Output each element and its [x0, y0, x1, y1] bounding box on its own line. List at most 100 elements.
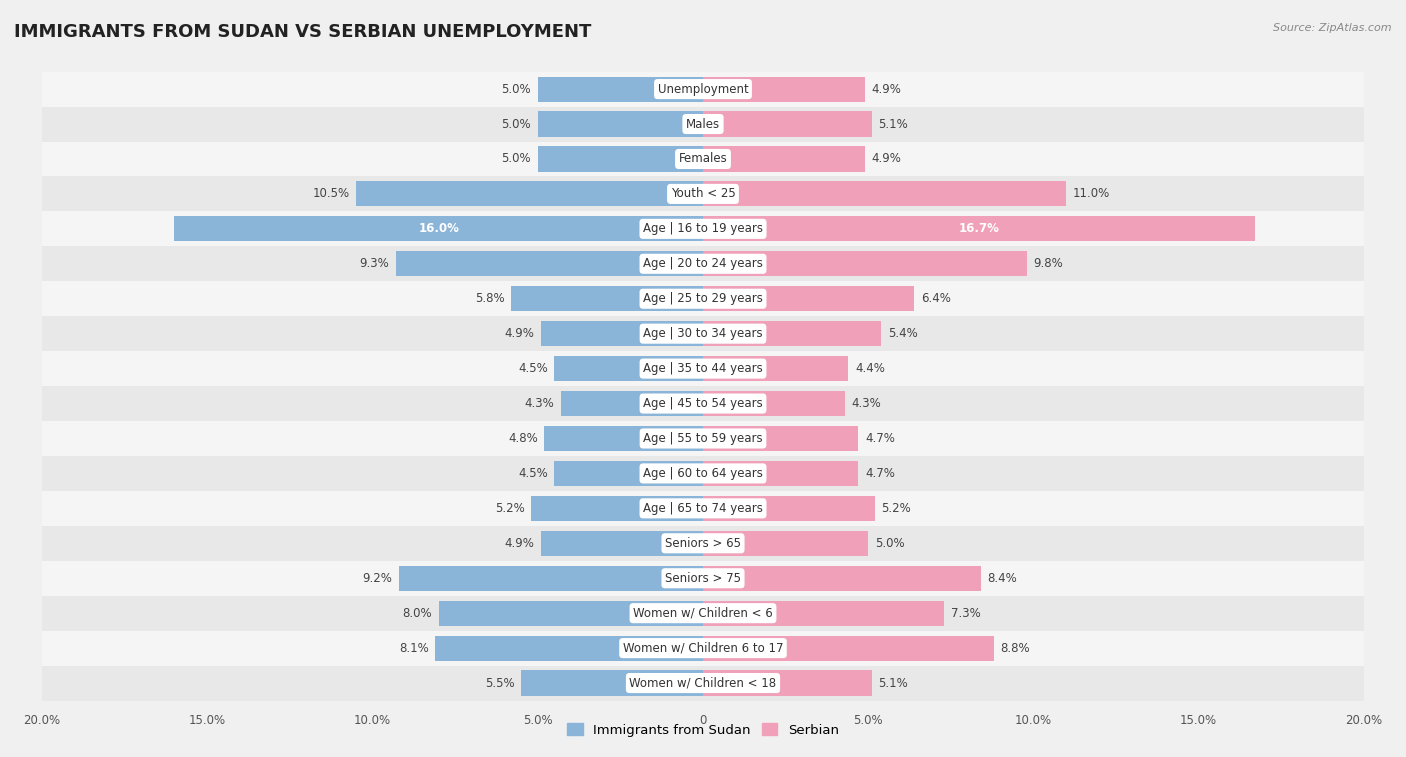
- Bar: [554, 461, 703, 486]
- Text: 4.9%: 4.9%: [505, 327, 534, 340]
- Bar: [42, 421, 1364, 456]
- Bar: [544, 426, 703, 451]
- Bar: [703, 531, 868, 556]
- Text: Age | 60 to 64 years: Age | 60 to 64 years: [643, 467, 763, 480]
- Text: 8.0%: 8.0%: [402, 606, 432, 620]
- Text: 7.3%: 7.3%: [950, 606, 980, 620]
- Bar: [541, 321, 703, 346]
- Bar: [174, 217, 703, 241]
- Text: 4.9%: 4.9%: [505, 537, 534, 550]
- Bar: [703, 496, 875, 521]
- Text: Age | 16 to 19 years: Age | 16 to 19 years: [643, 223, 763, 235]
- Text: 4.8%: 4.8%: [508, 432, 537, 445]
- Text: 4.3%: 4.3%: [852, 397, 882, 410]
- Bar: [703, 356, 848, 382]
- Bar: [42, 142, 1364, 176]
- Bar: [356, 182, 703, 207]
- Text: 5.0%: 5.0%: [502, 117, 531, 130]
- Bar: [703, 391, 845, 416]
- Bar: [395, 251, 703, 276]
- Bar: [703, 76, 865, 101]
- Bar: [42, 107, 1364, 142]
- Text: Source: ZipAtlas.com: Source: ZipAtlas.com: [1274, 23, 1392, 33]
- Bar: [703, 182, 1066, 207]
- Text: 4.3%: 4.3%: [524, 397, 554, 410]
- Bar: [561, 391, 703, 416]
- Text: 9.8%: 9.8%: [1033, 257, 1063, 270]
- Text: 4.7%: 4.7%: [865, 467, 894, 480]
- Text: 8.4%: 8.4%: [987, 572, 1017, 584]
- Bar: [439, 600, 703, 626]
- Text: 4.4%: 4.4%: [855, 362, 884, 375]
- Text: Males: Males: [686, 117, 720, 130]
- Legend: Immigrants from Sudan, Serbian: Immigrants from Sudan, Serbian: [562, 718, 844, 742]
- Text: Unemployment: Unemployment: [658, 83, 748, 95]
- Bar: [703, 565, 980, 590]
- Bar: [703, 251, 1026, 276]
- Text: IMMIGRANTS FROM SUDAN VS SERBIAN UNEMPLOYMENT: IMMIGRANTS FROM SUDAN VS SERBIAN UNEMPLO…: [14, 23, 592, 41]
- Bar: [436, 636, 703, 661]
- Text: Age | 45 to 54 years: Age | 45 to 54 years: [643, 397, 763, 410]
- Text: 9.3%: 9.3%: [360, 257, 389, 270]
- Text: 16.0%: 16.0%: [418, 223, 460, 235]
- Text: 5.1%: 5.1%: [879, 677, 908, 690]
- Text: 4.7%: 4.7%: [865, 432, 894, 445]
- Bar: [42, 631, 1364, 665]
- Bar: [537, 111, 703, 136]
- Text: Age | 55 to 59 years: Age | 55 to 59 years: [643, 432, 763, 445]
- Text: Seniors > 65: Seniors > 65: [665, 537, 741, 550]
- Bar: [512, 286, 703, 311]
- Bar: [42, 246, 1364, 282]
- Text: Women w/ Children < 6: Women w/ Children < 6: [633, 606, 773, 620]
- Text: Age | 35 to 44 years: Age | 35 to 44 years: [643, 362, 763, 375]
- Bar: [42, 456, 1364, 491]
- Text: 4.9%: 4.9%: [872, 152, 901, 166]
- Bar: [42, 386, 1364, 421]
- Bar: [703, 286, 914, 311]
- Text: 5.8%: 5.8%: [475, 292, 505, 305]
- Bar: [42, 176, 1364, 211]
- Bar: [42, 72, 1364, 107]
- Text: 10.5%: 10.5%: [312, 188, 350, 201]
- Bar: [42, 665, 1364, 700]
- Text: Females: Females: [679, 152, 727, 166]
- Bar: [531, 496, 703, 521]
- Text: 5.2%: 5.2%: [495, 502, 524, 515]
- Bar: [42, 491, 1364, 526]
- Bar: [703, 321, 882, 346]
- Text: 8.8%: 8.8%: [1001, 642, 1031, 655]
- Text: 11.0%: 11.0%: [1073, 188, 1111, 201]
- Bar: [541, 531, 703, 556]
- Bar: [42, 316, 1364, 351]
- Text: Women w/ Children < 18: Women w/ Children < 18: [630, 677, 776, 690]
- Bar: [703, 636, 994, 661]
- Bar: [703, 461, 858, 486]
- Bar: [399, 565, 703, 590]
- Bar: [703, 217, 1254, 241]
- Bar: [522, 671, 703, 696]
- Text: 9.2%: 9.2%: [363, 572, 392, 584]
- Text: Women w/ Children 6 to 17: Women w/ Children 6 to 17: [623, 642, 783, 655]
- Text: Age | 20 to 24 years: Age | 20 to 24 years: [643, 257, 763, 270]
- Text: Age | 65 to 74 years: Age | 65 to 74 years: [643, 502, 763, 515]
- Bar: [42, 351, 1364, 386]
- Text: 5.0%: 5.0%: [875, 537, 904, 550]
- Text: Seniors > 75: Seniors > 75: [665, 572, 741, 584]
- Text: 4.5%: 4.5%: [517, 467, 548, 480]
- Text: Age | 30 to 34 years: Age | 30 to 34 years: [643, 327, 763, 340]
- Bar: [703, 600, 945, 626]
- Bar: [42, 526, 1364, 561]
- Bar: [42, 596, 1364, 631]
- Text: 4.5%: 4.5%: [517, 362, 548, 375]
- Bar: [703, 146, 865, 172]
- Bar: [42, 282, 1364, 316]
- Bar: [537, 146, 703, 172]
- Bar: [42, 561, 1364, 596]
- Text: 16.7%: 16.7%: [959, 223, 1000, 235]
- Bar: [554, 356, 703, 382]
- Bar: [537, 76, 703, 101]
- Text: 5.0%: 5.0%: [502, 83, 531, 95]
- Text: 5.1%: 5.1%: [879, 117, 908, 130]
- Bar: [703, 426, 858, 451]
- Text: 8.1%: 8.1%: [399, 642, 429, 655]
